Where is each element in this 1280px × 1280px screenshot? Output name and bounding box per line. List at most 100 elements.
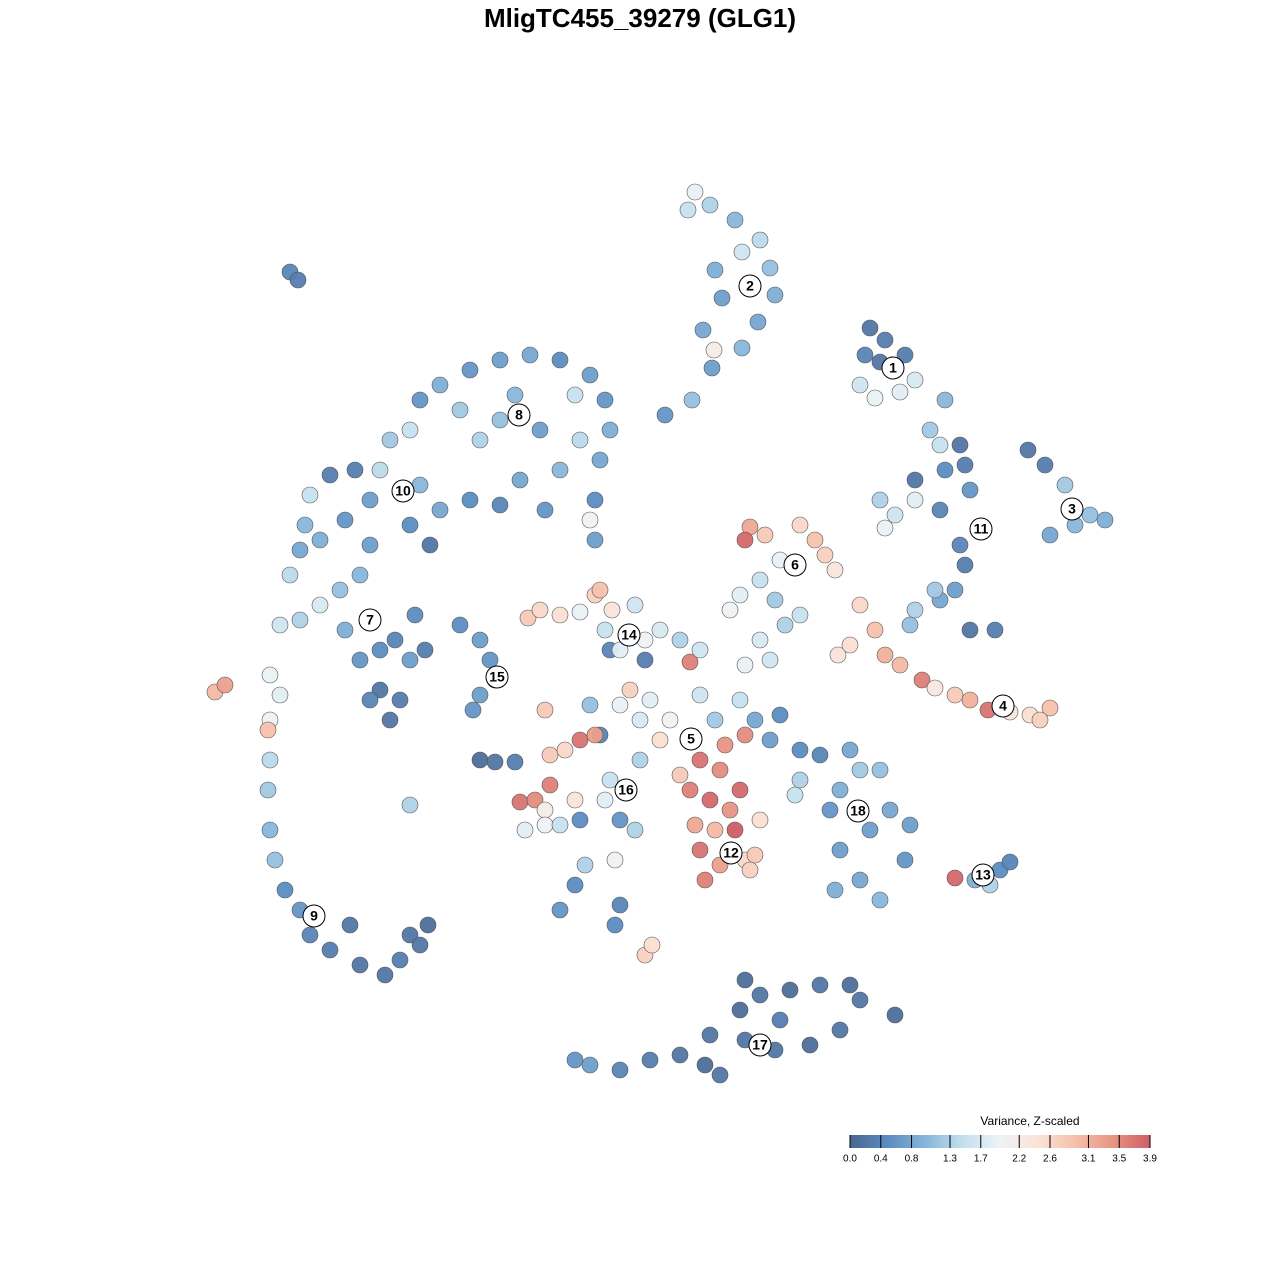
point — [451, 616, 469, 634]
point — [886, 1006, 904, 1024]
point — [696, 1056, 714, 1074]
cluster-label: 17 — [752, 1037, 768, 1053]
point — [876, 646, 894, 664]
point — [761, 651, 779, 669]
point — [756, 526, 774, 544]
point — [566, 876, 584, 894]
point — [531, 601, 549, 619]
point — [311, 531, 329, 549]
point — [351, 956, 369, 974]
point — [726, 821, 744, 839]
point — [866, 389, 884, 407]
point — [921, 421, 939, 439]
point — [461, 491, 479, 509]
point — [713, 289, 731, 307]
cluster-label-badge — [969, 517, 993, 541]
point — [536, 816, 554, 834]
point — [926, 581, 944, 599]
point — [301, 926, 319, 944]
point — [336, 621, 354, 639]
point — [741, 861, 759, 879]
point — [291, 611, 309, 629]
point — [686, 183, 704, 201]
cluster-label-badge — [846, 799, 870, 823]
point — [1056, 476, 1074, 494]
point — [961, 481, 979, 499]
point — [1019, 441, 1037, 459]
point — [766, 591, 784, 609]
point — [626, 821, 644, 839]
point — [626, 596, 644, 614]
chart-title: MligTC455_39279 (GLG1) — [484, 3, 796, 33]
point — [641, 691, 659, 709]
point — [551, 816, 569, 834]
point — [946, 581, 964, 599]
colorbar: Variance, Z-scaled 0.0 0.4 0.8 1.3 1.7 2.2 2.6… — [843, 1114, 1157, 1164]
point — [321, 466, 339, 484]
point — [371, 681, 389, 699]
point — [701, 196, 719, 214]
point — [956, 556, 974, 574]
point — [361, 491, 379, 509]
colorbar-tick-label: 0.8 — [905, 1154, 919, 1165]
point — [946, 869, 964, 887]
cluster-label: 6 — [791, 557, 799, 573]
cluster-label: 2 — [746, 278, 754, 294]
point — [371, 641, 389, 659]
point — [1036, 456, 1054, 474]
point — [876, 331, 894, 349]
point — [731, 1001, 749, 1019]
point — [296, 516, 314, 534]
point — [266, 851, 284, 869]
point — [596, 391, 614, 409]
point — [391, 951, 409, 969]
point — [891, 383, 909, 401]
point — [841, 741, 859, 759]
point — [536, 701, 554, 719]
point — [381, 431, 399, 449]
point — [751, 231, 769, 249]
point — [259, 781, 277, 799]
point — [701, 1026, 719, 1044]
point — [691, 641, 709, 659]
cluster-label-badge — [1060, 497, 1084, 521]
point — [736, 656, 754, 674]
point — [691, 686, 709, 704]
point — [566, 386, 584, 404]
point — [776, 616, 794, 634]
point — [721, 601, 739, 619]
point — [611, 896, 629, 914]
point — [471, 751, 489, 769]
point — [886, 506, 904, 524]
point — [681, 653, 699, 671]
point — [851, 871, 869, 889]
point — [706, 711, 724, 729]
cluster-label: 11 — [974, 521, 989, 537]
point — [556, 741, 574, 759]
point — [831, 841, 849, 859]
point — [801, 1036, 819, 1054]
point — [261, 751, 279, 769]
point — [731, 781, 749, 799]
point — [571, 603, 589, 621]
point — [571, 431, 589, 449]
point — [271, 616, 289, 634]
point — [951, 536, 969, 554]
point — [841, 636, 859, 654]
colorbar-tick-label: 1.3 — [943, 1154, 957, 1165]
point — [621, 681, 639, 699]
point — [596, 621, 614, 639]
point — [376, 966, 394, 984]
point — [826, 561, 844, 579]
cluster-label: 14 — [621, 627, 637, 643]
colorbar-tick-label: 3.5 — [1112, 1154, 1126, 1165]
point — [521, 346, 539, 364]
point — [631, 751, 649, 769]
point — [906, 491, 924, 509]
cluster-label: 8 — [515, 407, 523, 423]
point — [936, 391, 954, 409]
point — [726, 211, 744, 229]
point — [826, 881, 844, 899]
point — [541, 776, 559, 794]
